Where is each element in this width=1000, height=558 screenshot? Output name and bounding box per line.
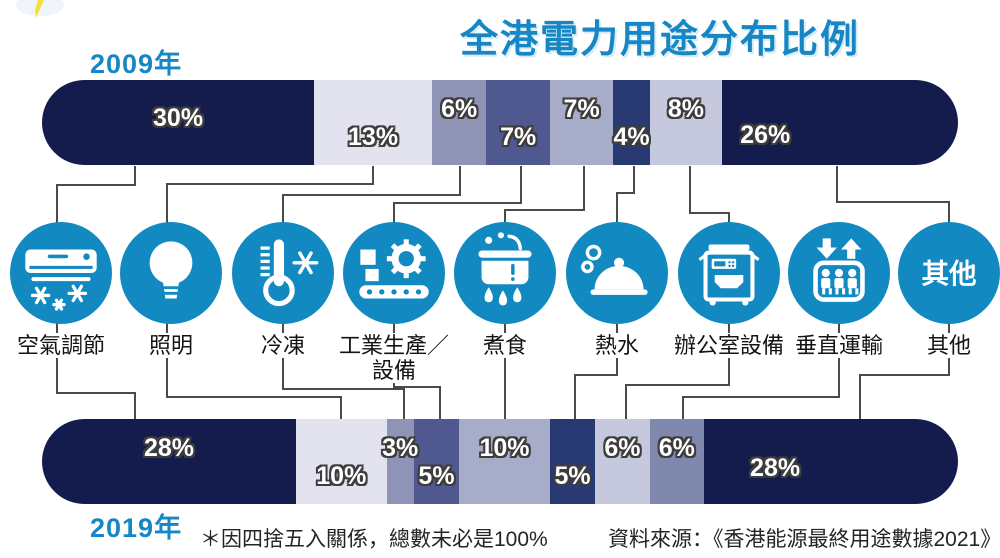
bar-segment-2019-cooking: 10% bbox=[459, 419, 550, 504]
year-label-2009: 2009年 bbox=[90, 49, 183, 79]
bar-segment-2019-lightbulb: 10% bbox=[295, 419, 387, 504]
connector-line-top-4 bbox=[393, 166, 522, 223]
year-label-2019: 2019年 bbox=[90, 513, 183, 543]
segment-value-label: 28% bbox=[750, 454, 801, 482]
bar-segment-2019-industrial-production: 5% bbox=[413, 419, 460, 504]
cooking-icon-glyph bbox=[478, 232, 532, 306]
segment-value-label: 5% bbox=[418, 462, 455, 490]
category-label-elevator: 垂直運輸 bbox=[759, 333, 919, 358]
category-label-text: 煮食 bbox=[480, 333, 529, 358]
segment-value-label: 5% bbox=[554, 462, 591, 490]
elevator-icon-glyph bbox=[813, 238, 865, 302]
bar-segment-2019-air-conditioner: 28% bbox=[42, 419, 296, 504]
bar-segment-2009-hot-water: 4% bbox=[613, 80, 650, 165]
segment-value-label: 13% bbox=[348, 123, 399, 151]
connector-line-top-8 bbox=[836, 166, 950, 223]
refrigeration-icon-glyph bbox=[260, 239, 319, 307]
segment-value-label: 28% bbox=[143, 434, 194, 462]
segment-value-label: 6% bbox=[604, 434, 641, 462]
bar-segment-2009-others: 26% bbox=[722, 80, 958, 165]
connector-line-top-6 bbox=[616, 166, 635, 223]
air-conditioner-icon-glyph bbox=[25, 249, 97, 311]
category-label-text: 照明 bbox=[146, 333, 195, 358]
segment-value-label: 4% bbox=[613, 123, 650, 151]
category-label-air-conditioner: 空氣調節 bbox=[0, 333, 141, 358]
segment-value-label: 3% bbox=[382, 434, 419, 462]
connector-line-top-7 bbox=[689, 166, 730, 223]
segment-value-label: 10% bbox=[479, 434, 530, 462]
bar-segment-2009-refrigeration: 6% bbox=[431, 80, 487, 165]
rounding-footnote: ＊因四捨五入關係，總數未必是100% bbox=[200, 528, 548, 551]
industrial-production-icon-glyph bbox=[359, 239, 429, 299]
air-conditioner-icon bbox=[10, 222, 112, 324]
others-icon: 其他 bbox=[898, 222, 1000, 324]
category-label-lightbulb: 照明 bbox=[91, 333, 251, 358]
office-equipment-icon-glyph bbox=[698, 244, 760, 306]
refrigeration-icon bbox=[232, 222, 334, 324]
chart-title: 全港電力用途分布比例 bbox=[460, 19, 861, 61]
lightning-bolt-icon bbox=[16, 0, 64, 18]
hot-water-icon-glyph bbox=[581, 244, 648, 295]
bar-segment-2009-office-equipment: 8% bbox=[649, 80, 723, 165]
category-label-text: 辦公室設備 bbox=[671, 333, 786, 358]
connector-line-top-3 bbox=[282, 166, 461, 223]
category-label-text: 熱水 bbox=[592, 333, 641, 358]
lightbulb-icon bbox=[120, 222, 222, 324]
bar-segment-2019-elevator: 6% bbox=[649, 419, 705, 504]
hot-water-icon bbox=[566, 222, 668, 324]
category-label-office-equipment: 辦公室設備 bbox=[649, 333, 809, 358]
bar-segment-2019-hot-water: 5% bbox=[549, 419, 596, 504]
category-label-text: 垂直運輸 bbox=[792, 333, 885, 358]
segment-value-label: 6% bbox=[441, 95, 478, 123]
category-label-industrial-production: 工業生產／ 設備 bbox=[314, 333, 474, 383]
segment-value-label: 6% bbox=[658, 434, 695, 462]
industrial-production-icon bbox=[343, 222, 445, 324]
segment-value-label: 10% bbox=[316, 462, 367, 490]
category-label-text: 空氣調節 bbox=[14, 333, 107, 358]
stacked-bar-2009: 30% 13% 6% 7% 7% 4% 8% 26% bbox=[42, 80, 958, 165]
cooking-icon bbox=[454, 222, 556, 324]
others-icon-glyph: 其他 bbox=[921, 258, 977, 289]
category-label-hot-water: 熱水 bbox=[537, 333, 697, 358]
category-label-refrigeration: 冷凍 bbox=[203, 333, 363, 358]
category-label-text: 冷凍 bbox=[258, 333, 307, 358]
segment-value-label: 7% bbox=[563, 95, 600, 123]
segment-value-label: 7% bbox=[500, 123, 537, 151]
connector-line-top-1 bbox=[56, 166, 136, 223]
elevator-icon bbox=[788, 222, 890, 324]
data-source: 資料來源：《香港能源最終用途數據2021》 bbox=[608, 528, 1000, 551]
connector-line-top-5 bbox=[504, 166, 585, 223]
lightbulb-icon-glyph bbox=[149, 241, 193, 299]
category-label-others: 其他 bbox=[869, 333, 1000, 358]
bar-segment-2009-lightbulb: 13% bbox=[314, 80, 432, 165]
segment-value-label: 26% bbox=[740, 121, 791, 149]
bar-segment-2019-others: 28% bbox=[704, 419, 958, 504]
connector-line-top-2 bbox=[166, 166, 374, 223]
category-label-text: 設備 bbox=[369, 358, 418, 383]
segment-value-label: 30% bbox=[153, 104, 204, 132]
bar-segment-2019-refrigeration: 3% bbox=[382, 419, 418, 504]
segment-value-label: 8% bbox=[667, 95, 704, 123]
category-label-cooking: 煮食 bbox=[425, 333, 585, 358]
bar-segment-2009-industrial-production: 7% bbox=[486, 80, 550, 165]
svg-text:其他: 其他 bbox=[921, 258, 977, 289]
bar-segment-2009-cooking: 7% bbox=[549, 80, 614, 165]
office-equipment-icon bbox=[678, 222, 780, 324]
stacked-bar-2019: 28% 10% 3% 5% 10% 5% 6% 6% 28% bbox=[42, 419, 958, 504]
category-label-text: 工業生產／ bbox=[336, 333, 451, 358]
bar-segment-2009-air-conditioner: 30% bbox=[42, 80, 315, 165]
category-label-text: 其他 bbox=[924, 333, 973, 358]
bar-segment-2019-office-equipment: 6% bbox=[595, 419, 650, 504]
